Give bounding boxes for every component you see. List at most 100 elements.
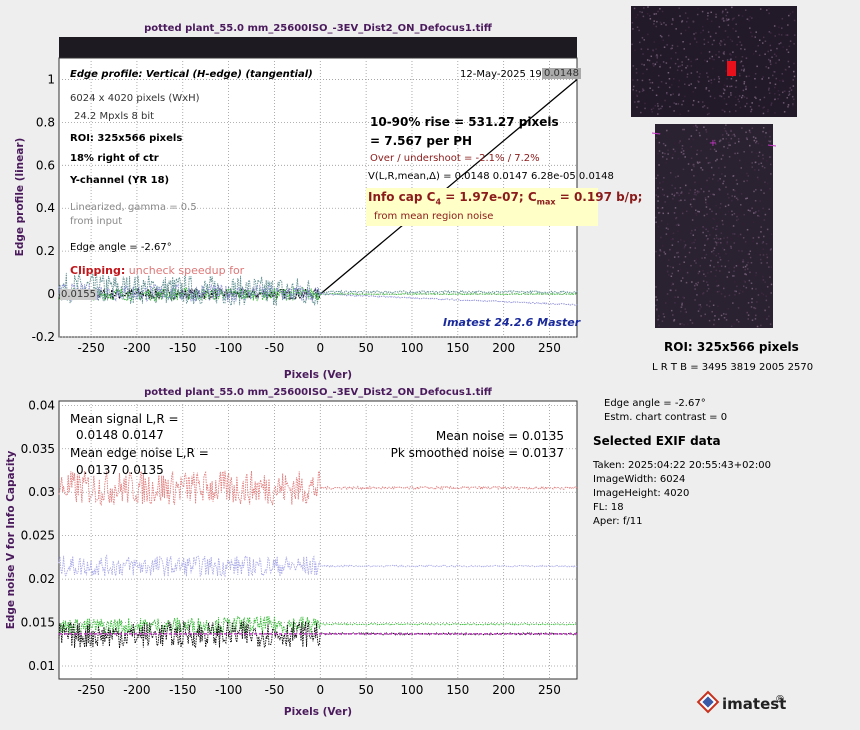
noise-pixel <box>773 86 776 89</box>
y-tick-label: 0.025 <box>21 529 55 543</box>
noise-pixel <box>684 29 687 32</box>
noise-pixel <box>715 204 717 207</box>
noise-pixel <box>793 34 796 36</box>
noise-pixel <box>704 199 707 201</box>
noise-pixel <box>712 178 714 180</box>
noise-pixel <box>632 65 635 67</box>
noise-pixel <box>700 315 702 317</box>
noise-pixel <box>721 109 724 111</box>
noise-pixel <box>653 41 656 43</box>
noise-pixel <box>658 150 661 152</box>
noise-pixel <box>638 100 640 103</box>
noise-pixel <box>720 40 723 43</box>
noise-pixel <box>672 78 675 80</box>
noise-pixel <box>767 140 770 142</box>
noise-pixel <box>671 238 673 241</box>
noise-pixel <box>719 256 721 259</box>
y-tick-label: 0.035 <box>21 442 55 456</box>
noise-pixel <box>723 38 725 41</box>
noise-pixel <box>695 226 698 229</box>
noise-pixel <box>706 72 708 74</box>
noise-pixel <box>680 191 683 193</box>
noise-pixel <box>752 136 755 138</box>
noise-pixel <box>757 142 760 145</box>
noise-pixel <box>723 248 726 251</box>
noise-pixel <box>758 54 761 57</box>
noise-pixel <box>762 112 765 115</box>
clipping-text: uncheck speedup for <box>128 264 245 277</box>
rise-per-ph: = 7.567 per PH <box>370 134 473 148</box>
noise-pixel <box>715 213 717 215</box>
noise-pixel <box>655 291 658 294</box>
noise-pixel <box>704 275 707 278</box>
noise-pixel <box>684 199 686 201</box>
noise-pixel <box>709 79 712 81</box>
noise-pixel <box>699 308 701 310</box>
noise-pixel <box>677 296 679 298</box>
noise-pixel <box>734 290 736 292</box>
noise-pixel <box>727 204 730 206</box>
y-tick-label: 0.02 <box>28 572 55 586</box>
noise-pixel <box>719 42 721 44</box>
noise-pixel <box>732 51 734 53</box>
noise-pixel <box>753 307 756 310</box>
noise-pixel <box>747 302 750 304</box>
noise-pixel <box>753 139 756 142</box>
noise-pixel <box>661 188 664 191</box>
noise-pixel <box>756 242 758 245</box>
x-tick-label: 100 <box>401 341 424 355</box>
noise-pixel <box>665 62 668 64</box>
noise-pixel <box>677 251 679 254</box>
noise-pixel <box>785 34 787 36</box>
noise-pixel <box>722 52 725 54</box>
noise-pixel <box>742 260 745 263</box>
noise-pixel <box>709 208 711 210</box>
noise-pixel <box>754 212 756 214</box>
noise-pixel <box>682 150 685 152</box>
noise-pixel <box>771 74 774 77</box>
noise-pixel <box>657 74 660 77</box>
noise-pixel <box>673 110 675 112</box>
noise-pixel <box>733 212 736 215</box>
noise-pixel <box>709 148 712 150</box>
noise-pixel <box>765 243 768 245</box>
noise-pixel <box>763 219 766 221</box>
noise-pixel <box>647 6 649 8</box>
noise-pixel <box>768 266 770 268</box>
noise-pixel <box>671 193 673 196</box>
noise-pixel <box>768 31 771 33</box>
noise-pixel <box>668 298 670 300</box>
x-tick-label: -100 <box>215 341 242 355</box>
noise-pixel <box>746 102 748 105</box>
noise-pixel <box>764 136 767 138</box>
noise-pixel <box>731 134 734 136</box>
noise-pixel <box>768 130 771 132</box>
noise-pixel <box>672 232 675 235</box>
noise-pixel <box>684 12 687 14</box>
noise-pixel <box>705 88 707 90</box>
noise-pixel <box>715 242 718 244</box>
noise-pixel <box>787 94 790 97</box>
rise-distance: 10-90% rise = 531.27 pixels <box>370 115 559 129</box>
noise-pixel <box>743 70 745 72</box>
noise-pixel <box>766 228 769 231</box>
noise-pixel <box>733 275 735 277</box>
noise-pixel <box>724 166 726 169</box>
noise-pixel <box>646 68 648 71</box>
noise-pixel <box>729 59 732 61</box>
noise-pixel <box>793 62 795 65</box>
image-size: 6024 x 4020 pixels (WxH) <box>70 93 200 104</box>
noise-pixel <box>673 102 676 104</box>
noise-pixel <box>692 163 695 166</box>
noise-pixel <box>648 78 651 81</box>
exif-image-width: ImageWidth: 6024 <box>593 474 686 485</box>
noise-pixel <box>766 318 768 320</box>
noise-pixel <box>714 160 717 162</box>
noise-pixel <box>773 25 776 27</box>
noise-pixel <box>754 169 756 171</box>
noise-pixel <box>745 87 747 90</box>
noise-pixel <box>792 104 794 107</box>
noise-pixel <box>706 213 708 216</box>
noise-pixel <box>744 281 747 283</box>
noise-pixel <box>695 129 698 131</box>
